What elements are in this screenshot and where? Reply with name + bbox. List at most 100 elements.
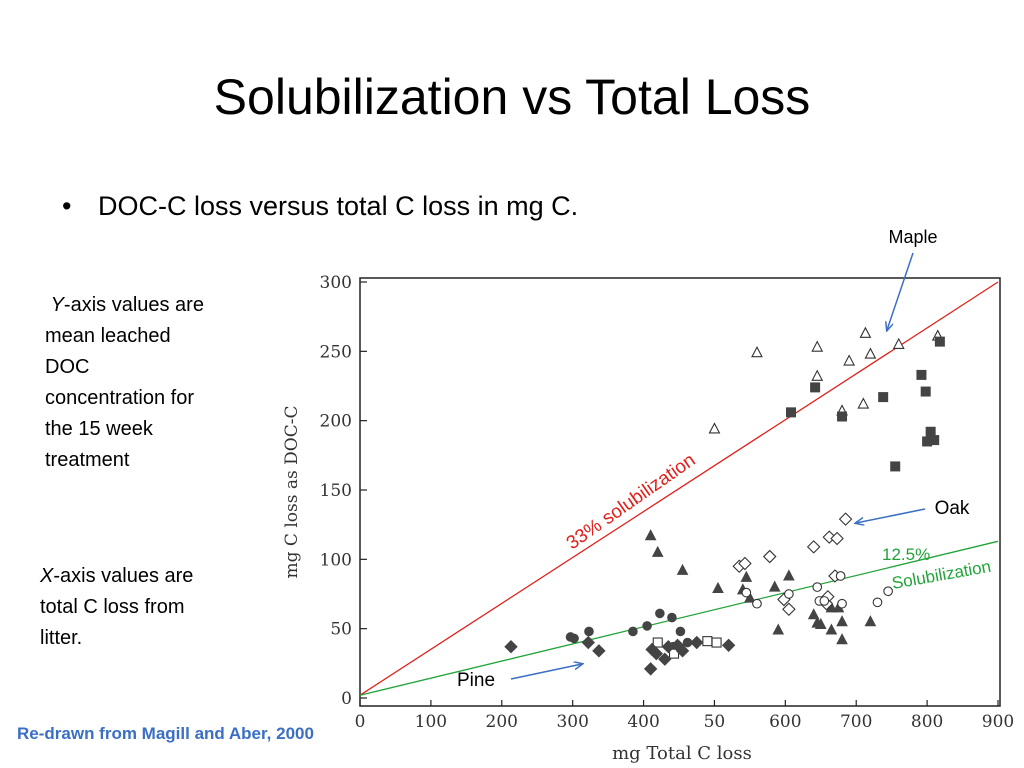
y-tick-label: 150 <box>320 481 352 501</box>
axis-ticks: 0 100 200 300 400 50 600 700 800 900 0 50 100 150 200 2… <box>320 273 1015 732</box>
data-point-triangle-open <box>811 369 824 381</box>
data-point-diamond-filled <box>643 662 658 676</box>
data-point-circle-filled <box>584 626 594 637</box>
data-point-circle-filled <box>667 612 677 623</box>
data-point-triangle-open <box>864 347 877 359</box>
data-point-square-filled <box>810 382 821 393</box>
x-tick-label: 300 <box>556 712 588 732</box>
data-point-triangle-filled <box>712 581 724 593</box>
data-point-diamond-open <box>806 540 821 554</box>
data-point-triangle-filled <box>744 591 756 603</box>
data-point-triangle-filled <box>740 570 753 582</box>
x-tick-label: 700 <box>840 712 872 732</box>
data-points <box>504 326 945 676</box>
pine-label: Pine <box>457 670 495 691</box>
bullet-dot: • <box>62 191 72 221</box>
data-point-square-open <box>702 636 713 647</box>
data-point-triangle-filled <box>783 569 795 581</box>
green-line-label-percent: 12.5% <box>882 545 930 564</box>
data-point-square-filled <box>916 369 927 380</box>
data-point-diamond-open <box>838 512 853 526</box>
data-point-diamond-filled <box>592 644 606 658</box>
data-point-triangle-open <box>892 337 905 349</box>
data-point-circle-open <box>837 598 847 609</box>
data-point-diamond-filled <box>690 635 704 650</box>
data-point-square-filled <box>934 336 945 347</box>
data-point-triangle-filled <box>814 617 827 630</box>
x-tick-label: 0 <box>355 712 366 732</box>
data-point-diamond-open <box>782 602 796 617</box>
y-tick-label: 200 <box>320 412 352 432</box>
x-tick-label: 900 <box>982 712 1014 732</box>
x-axis-label: mg Total C loss <box>612 743 752 764</box>
data-point-square-open <box>711 637 722 648</box>
data-point-square-filled <box>837 411 848 422</box>
y-tick-label: 0 <box>341 689 352 709</box>
data-point-square-filled <box>878 392 889 403</box>
data-point-circle-filled <box>569 633 579 644</box>
data-point-square-filled <box>929 435 940 446</box>
data-point-circle-open <box>812 582 823 592</box>
data-point-diamond-filled <box>721 638 736 653</box>
data-point-triangle-open <box>857 397 870 409</box>
bullet-item: • DOC-C loss versus total C loss in mg C. <box>62 188 578 224</box>
data-point-triangle-filled <box>864 615 877 627</box>
data-point-triangle-open <box>708 422 721 434</box>
x-tick-label: 200 <box>486 712 518 732</box>
data-point-circle-open <box>741 587 752 598</box>
data-point-circle-open <box>752 598 762 609</box>
maple-label: Maple <box>888 227 937 247</box>
data-point-triangle-filled <box>651 545 664 557</box>
data-point-diamond-open <box>830 531 844 546</box>
x-tick-label: 100 <box>415 712 447 732</box>
data-point-diamond-filled <box>581 635 595 650</box>
reference-line-1 <box>359 281 999 696</box>
y-axis-label: mg C loss as DOC-C <box>282 406 302 579</box>
data-point-circle-open <box>872 597 883 608</box>
slide-title: Solubilization vs Total Loss <box>213 69 811 125</box>
y-tick-label: 250 <box>320 342 352 362</box>
data-point-circle-filled <box>628 626 638 637</box>
data-point-square-filled <box>890 461 901 472</box>
data-point-triangle-filled <box>825 623 838 635</box>
data-point-circle-filled <box>642 621 652 631</box>
data-point-circle-filled <box>675 626 686 637</box>
data-point-diamond-open <box>738 556 752 571</box>
data-point-triangle-open <box>859 326 872 338</box>
data-point-square-filled <box>920 386 931 397</box>
y-tick-label: 300 <box>320 273 352 293</box>
data-point-square-open <box>652 637 663 648</box>
data-point-diamond-filled <box>675 644 690 658</box>
data-point-triangle-open <box>811 340 824 352</box>
data-point-circle-open <box>784 589 794 599</box>
x-tick-label: 600 <box>769 712 801 732</box>
data-point-triangle-filled <box>772 623 785 635</box>
data-point-circle-open <box>883 586 893 597</box>
reference-lines <box>359 281 999 696</box>
data-point-square-filled <box>925 426 936 437</box>
data-point-diamond-filled <box>658 652 672 666</box>
y-tick-label: 50 <box>330 620 352 640</box>
red-line-label: 33% solubilization <box>563 450 700 554</box>
oak-arrow <box>856 508 926 523</box>
y-note-text: -axis values are mean leached DOC concen… <box>45 294 204 471</box>
y-note-italic: Y <box>50 294 64 316</box>
data-point-circle-open <box>835 571 846 581</box>
x-tick-label: 800 <box>911 712 943 732</box>
y-axis-note: Y-axis values are mean leached DOC conce… <box>45 290 205 476</box>
data-point-square-filled <box>786 407 797 418</box>
data-point-diamond-open <box>762 549 777 564</box>
plot-frame <box>359 277 1001 707</box>
data-point-triangle-filled <box>676 563 689 575</box>
oak-label: Oak <box>935 498 970 519</box>
data-point-triangle-filled <box>836 633 848 645</box>
reference-line-2 <box>359 540 999 696</box>
data-point-triangle-filled <box>768 580 781 592</box>
pine-arrow <box>510 664 582 680</box>
bullet-text: DOC-C loss versus total C loss in mg C. <box>98 191 579 221</box>
x-note-text: -axis values are total C loss from litte… <box>40 565 194 649</box>
data-point-square-open <box>668 648 680 659</box>
data-point-circle-filled <box>655 608 665 619</box>
data-point-diamond-filled <box>504 639 518 654</box>
